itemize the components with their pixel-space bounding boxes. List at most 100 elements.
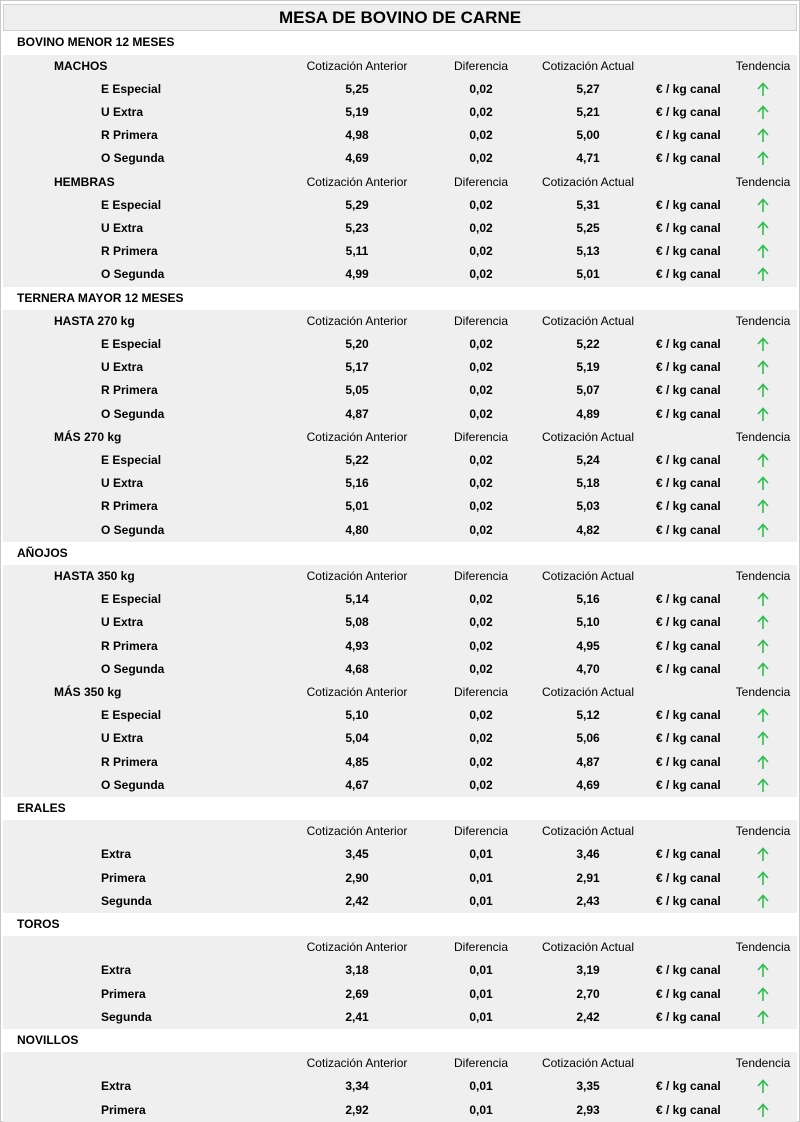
category-name: Primera [101, 870, 146, 885]
trend-arrow [757, 476, 769, 491]
group-header: MÁS 270 kg Cotización Anterior Diferencia C… [3, 425, 797, 449]
unit: € / kg canal [656, 1009, 721, 1024]
column-header: Tendencia [735, 313, 791, 328]
price-row: O Segunda 4,68 0,02 4,70 € / kg canal [3, 657, 797, 681]
unit: € / kg canal [656, 1079, 721, 1094]
section-title: BOVINO MENOR 12 MESES [17, 35, 175, 50]
difference: 0,02 [469, 221, 493, 235]
current-price: 4,82 [576, 522, 600, 537]
category-name: E Especial [101, 708, 162, 723]
category-name: Segunda [101, 1009, 152, 1024]
group-header: MÁS 350 kg Cotización Anterior Diferencia C… [3, 681, 797, 705]
previous-price: 5,01 [345, 499, 369, 514]
difference: 0,02 [469, 267, 493, 282]
previous-price: 2,90 [345, 870, 369, 885]
group-header: HASTA 350 kg Cotización Anterior Diferenci… [3, 565, 797, 589]
unit: € / kg canal [656, 499, 721, 514]
unit: € / kg canal [656, 592, 721, 607]
unit: € / kg canal [656, 383, 721, 398]
current-price: 3,46 [576, 847, 600, 862]
trend-arrow [757, 778, 769, 792]
previous-price: 5,05 [345, 383, 369, 398]
previous-price: 5,22 [345, 453, 369, 467]
section-title: TOROS [17, 917, 60, 931]
section-header: BOVINO MENOR 12 MESES [3, 31, 797, 54]
unit: € / kg canal [656, 406, 721, 421]
difference: 0,02 [469, 128, 493, 143]
price-row: Primera 2,92 0,01 2,93 € / kg canal [3, 1098, 797, 1122]
current-price: 4,70 [576, 661, 600, 676]
unit: € / kg canal [656, 81, 721, 96]
previous-price: 5,19 [345, 105, 369, 119]
column-header: Diferencia [453, 824, 509, 839]
current-price: 2,70 [576, 986, 600, 1001]
trend-arrow [757, 82, 769, 96]
section-header: NOVILLOS [3, 1029, 797, 1052]
trend-arrow [757, 198, 769, 212]
section-header: TOROS [3, 913, 797, 936]
previous-price: 4,99 [345, 267, 369, 282]
trend-arrow [757, 522, 769, 537]
unit: € / kg canal [656, 1102, 721, 1117]
section-title: NOVILLOS [17, 1033, 79, 1047]
price-row: R Primera 4,93 0,02 4,95 € / kg canal [3, 634, 797, 658]
unit: € / kg canal [656, 221, 721, 235]
trend-arrow [757, 453, 769, 467]
category-name: E Especial [101, 81, 162, 96]
difference: 0,02 [469, 777, 493, 792]
category-name: O Segunda [101, 406, 165, 421]
group-title: HASTA 350 kg [54, 569, 135, 583]
category-name: R Primera [101, 499, 158, 514]
page-title: MESA DE BOVINO DE CARNE [3, 4, 797, 31]
difference: 0,02 [469, 708, 493, 723]
category-name: U Extra [101, 731, 144, 746]
difference: 0,01 [469, 986, 493, 1001]
group-title: MÁS 350 kg [54, 685, 122, 699]
unit: € / kg canal [656, 708, 721, 723]
previous-price: 2,42 [345, 893, 369, 908]
column-header: Tendencia [735, 1056, 791, 1071]
current-price: 5,12 [576, 708, 600, 723]
group-title: HASTA 270 kg [54, 313, 135, 328]
trend-arrow [757, 986, 769, 1001]
price-row: U Extra 5,19 0,02 5,21 € / kg canal [3, 101, 797, 125]
current-price: 5,24 [576, 453, 600, 467]
current-price: 3,19 [576, 963, 600, 978]
unit: € / kg canal [656, 476, 721, 491]
current-price: 5,25 [576, 221, 600, 235]
current-price: 2,93 [576, 1102, 600, 1117]
price-row: Extra 3,34 0,01 3,35 € / kg canal [3, 1075, 797, 1099]
column-header: Tendencia [735, 940, 791, 955]
trend-arrow [757, 870, 769, 885]
group-header: Cotización Anterior Diferencia Cotización … [3, 1052, 797, 1076]
trend-arrow [757, 894, 769, 908]
trend-arrow [757, 105, 769, 119]
unit: € / kg canal [656, 267, 721, 282]
column-header: Cotización Anterior [306, 569, 408, 583]
difference: 0,02 [469, 453, 493, 467]
previous-price: 3,45 [345, 847, 369, 862]
previous-price: 4,69 [345, 151, 369, 166]
current-price: 4,87 [576, 754, 600, 769]
current-price: 4,89 [576, 406, 600, 421]
difference: 0,02 [469, 592, 493, 607]
price-row: E Especial 5,14 0,02 5,16 € / kg canal [3, 588, 797, 612]
current-price: 5,31 [576, 197, 600, 212]
difference: 0,02 [469, 337, 493, 351]
price-row: E Especial 5,10 0,02 5,12 € / kg canal [3, 704, 797, 728]
column-header: Cotización Actual [541, 174, 635, 189]
category-name: Extra [101, 847, 132, 862]
trend-arrow [757, 337, 769, 351]
difference: 0,01 [469, 1079, 493, 1094]
difference: 0,02 [469, 499, 493, 514]
category-name: O Segunda [101, 151, 165, 166]
current-price: 2,91 [576, 870, 600, 885]
trend-arrow [757, 731, 769, 746]
current-price: 5,10 [576, 615, 600, 630]
unit: € / kg canal [656, 754, 721, 769]
category-name: R Primera [101, 128, 158, 143]
current-price: 5,06 [576, 731, 600, 746]
category-name: O Segunda [101, 522, 165, 537]
category-name: U Extra [101, 105, 144, 119]
